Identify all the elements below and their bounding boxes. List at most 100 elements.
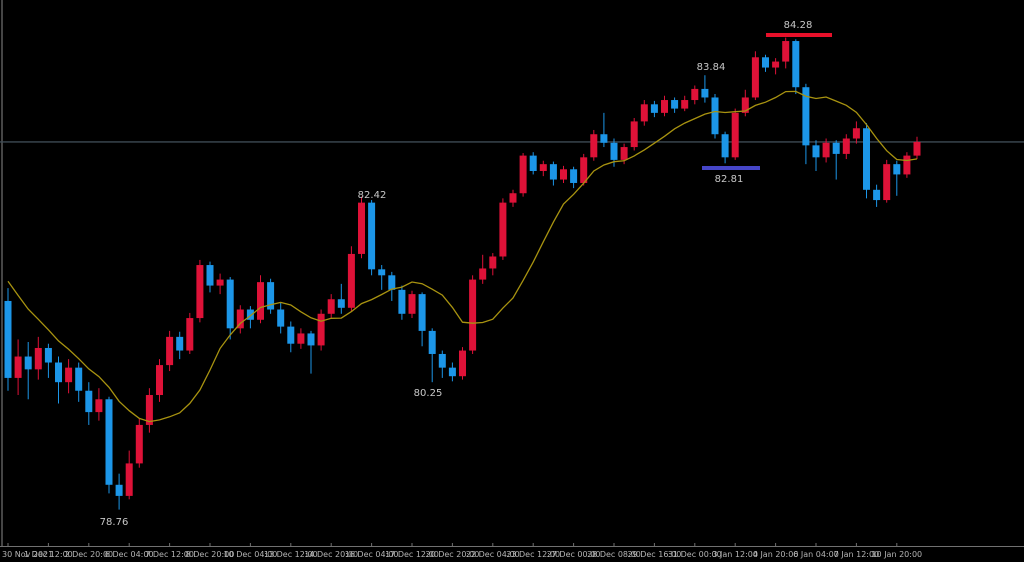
time-axis-label[interactable]: 4 Jan 20:00 <box>753 550 799 559</box>
candle-body-bull <box>358 202 365 254</box>
time-axis-label[interactable]: 6 Dec 04:00 <box>105 550 154 559</box>
candle-body-bull <box>408 294 416 314</box>
time-axis-label[interactable]: 14 Dec 20:00 <box>304 550 358 559</box>
time-axis-label[interactable]: 7 Dec 12:00 <box>145 550 194 559</box>
candle-body-bear <box>671 100 679 109</box>
candle-body-bear <box>873 189 881 201</box>
time-axis-label[interactable]: 28 Dec 08:00 <box>587 550 641 559</box>
candle-body-bear <box>893 164 901 175</box>
candle-body-bear <box>44 347 52 363</box>
candle-body-bull <box>772 61 780 68</box>
time-axis-label[interactable]: 7 Jan 12:00 <box>834 550 880 559</box>
candle-body-bull <box>156 365 163 396</box>
candle-body-bull <box>65 367 73 383</box>
candle-body-bear <box>176 336 184 351</box>
time-axis-label[interactable]: 29 Dec 16:00 <box>627 550 681 559</box>
candle-body-bear <box>287 326 295 344</box>
time-axis-label[interactable]: 2 Dec 20:00 <box>64 550 113 559</box>
candle-body-bull <box>327 299 335 314</box>
candle-body-bull <box>681 100 689 109</box>
time-axis-label[interactable]: 8 Dec 20:00 <box>186 550 235 559</box>
time-axis-label[interactable]: 10 Dec 04:00 <box>223 550 277 559</box>
candle-body-bull <box>883 164 891 201</box>
candle-body-bull <box>731 112 739 158</box>
candle-body-bear <box>711 97 719 135</box>
candle-body-bull <box>691 88 699 101</box>
candle-body-bull <box>469 279 477 351</box>
candle-body-bull <box>852 128 860 139</box>
candle-body-bear <box>721 134 729 158</box>
candle-body-bear <box>85 390 93 413</box>
candle-body-bear <box>277 309 285 327</box>
candle-body-bull <box>782 41 790 62</box>
time-axis-label[interactable]: 6 Jan 04:00 <box>793 550 839 559</box>
candle-body-bull <box>216 279 224 286</box>
support-marker[interactable] <box>702 166 760 170</box>
candle-body-bull <box>620 147 628 160</box>
resistance-marker[interactable] <box>766 33 832 37</box>
candle-body-bear <box>388 275 396 290</box>
candle-body-bear <box>418 294 426 331</box>
candle-body-bull <box>630 121 638 148</box>
candle-body-bull <box>499 202 507 257</box>
time-axis-label[interactable]: 1 Dec 12:00 <box>24 550 73 559</box>
candle-body-bull <box>347 253 355 308</box>
candle-body-bull <box>913 141 921 156</box>
candle-body-bull <box>479 268 487 280</box>
time-axis-label[interactable]: 17 Dec 12:00 <box>385 550 439 559</box>
candle-body-bear <box>438 353 446 368</box>
candle-body-bear <box>368 202 376 270</box>
candle-body-bear <box>4 300 12 378</box>
candle-body-bear <box>428 330 436 354</box>
time-axis-label[interactable]: 13 Dec 12:00 <box>264 550 318 559</box>
candle-body-bear <box>762 57 769 68</box>
candle-body-bear <box>246 309 254 320</box>
candle-body-bear <box>802 87 810 146</box>
candle-body-bull <box>842 138 850 154</box>
candle-body-bear <box>267 282 275 310</box>
candle-body-bull <box>34 347 42 370</box>
price-annotation: 83.84 <box>697 62 726 73</box>
price-annotation: 84.28 <box>784 20 813 31</box>
candle-body-bear <box>650 104 658 113</box>
time-axis-label[interactable]: 3 Jan 12:00 <box>712 550 758 559</box>
candle-body-bear <box>226 279 234 329</box>
time-axis-label[interactable]: 16 Dec 04:00 <box>345 550 399 559</box>
candle-body-bear <box>812 145 820 158</box>
time-axis-label[interactable]: 20 Dec 20:00 <box>425 550 479 559</box>
candle-body-bull <box>459 350 466 377</box>
candle-body-bull <box>236 309 244 329</box>
candle-body-bull <box>560 169 567 180</box>
candle-body-bear <box>105 399 113 485</box>
time-axis-label[interactable]: 22 Dec 04:00 <box>466 550 520 559</box>
candle-body-bear <box>570 169 578 183</box>
candle-body-bull <box>196 265 204 319</box>
candle-body-bull <box>317 313 325 346</box>
candle-body-bear <box>206 265 214 286</box>
candle-body-bull <box>135 424 143 464</box>
candle-body-bull <box>822 142 830 158</box>
time-axis-label[interactable]: 27 Dec 00:00 <box>547 550 601 559</box>
candle-body-bull <box>145 395 153 425</box>
candle-body-bull <box>95 399 103 413</box>
time-axis-label[interactable]: 10 Jan 20:00 <box>871 550 922 559</box>
candle-body-bear <box>610 142 618 160</box>
candle-body-bull <box>590 134 598 158</box>
candle-body-bear <box>75 367 83 391</box>
candle-body-bull <box>186 318 194 351</box>
candle-body-bear <box>448 367 456 377</box>
candle-body-bull <box>257 282 264 320</box>
candle-body-bear <box>398 289 406 314</box>
candle-body-bull <box>297 333 305 344</box>
candle-body-bear <box>529 155 537 171</box>
candle-body-bear <box>549 164 557 180</box>
time-axis-label[interactable]: 23 Dec 12:00 <box>506 550 560 559</box>
price-annotation: 82.81 <box>715 174 744 185</box>
price-annotation: 78.76 <box>100 517 129 528</box>
candle-body-bear <box>832 142 840 154</box>
time-axis-label[interactable]: 30 Nov 2021 <box>2 550 53 559</box>
candle-body-bear <box>337 299 345 308</box>
candle-body-bear <box>115 484 123 496</box>
time-axis-label[interactable]: 31 Dec 00:00 <box>668 550 722 559</box>
